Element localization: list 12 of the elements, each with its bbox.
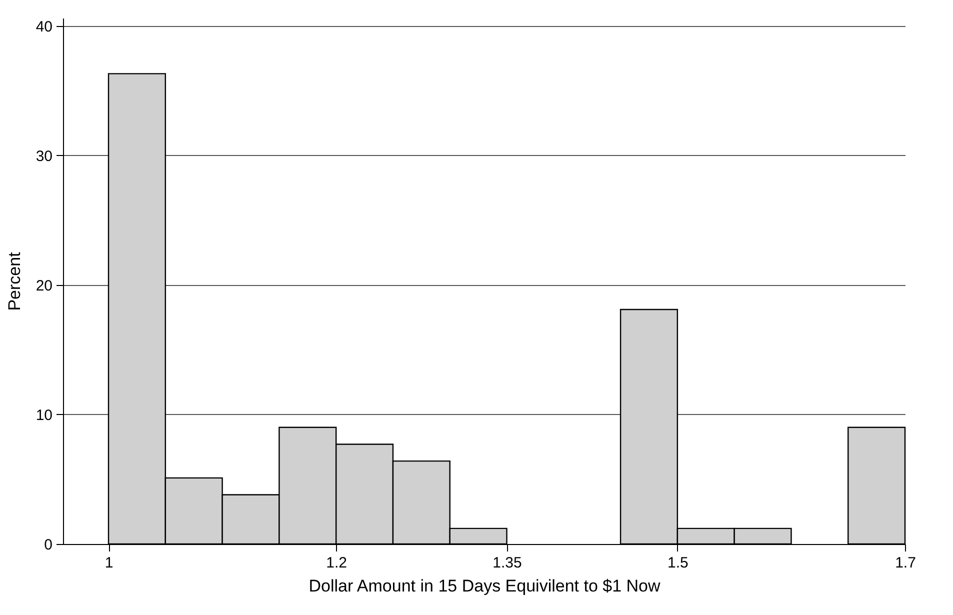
y-tick-label: 0: [44, 536, 52, 554]
x-tick-label: 1.5: [668, 554, 688, 572]
x-axis-title: Dollar Amount in 15 Days Equivilent to $1 Now: [308, 576, 661, 596]
y-tick-label: 30: [36, 148, 52, 165]
x-tick-label: 1.35: [492, 554, 522, 572]
y-tick-label: 10: [36, 406, 52, 424]
y-tick-label: 20: [36, 277, 52, 294]
x-tick-label: 1.7: [895, 554, 916, 572]
x-tick-label: 1: [104, 554, 114, 572]
y-axis-title: Percent: [4, 252, 24, 311]
y-tick-label: 40: [36, 18, 52, 36]
x-tick-label: 1.2: [326, 554, 348, 572]
